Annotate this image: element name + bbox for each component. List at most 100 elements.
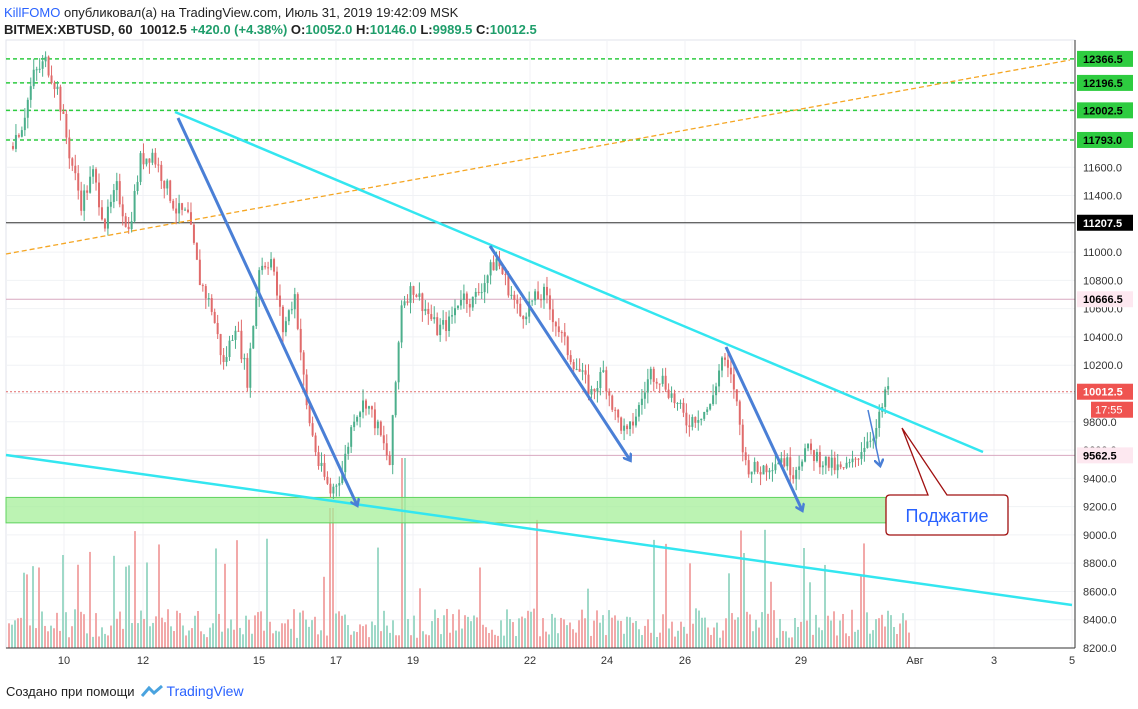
candle-body <box>812 450 815 461</box>
candle-body <box>442 320 445 325</box>
volume-bar <box>818 627 820 648</box>
volume-bar <box>716 622 718 648</box>
candle-body <box>792 475 795 480</box>
candle-body <box>614 409 617 411</box>
y-tick-label: 9400.0 <box>1083 473 1117 485</box>
candle-body <box>273 259 276 272</box>
h-value: 10146.0 <box>369 22 417 37</box>
price-label-text: 10012.5 <box>1083 387 1123 399</box>
volume-bar <box>113 555 115 648</box>
candle-body <box>418 293 421 297</box>
volume-bar <box>797 626 799 648</box>
candle-body <box>136 181 139 191</box>
volume-bar <box>197 610 199 648</box>
candle-body <box>219 334 222 356</box>
candle-body <box>160 164 163 181</box>
candle-body <box>765 465 768 473</box>
x-tick-label: 19 <box>407 655 419 667</box>
candle-body <box>95 169 98 183</box>
candle-body <box>151 152 154 163</box>
candle-body <box>65 113 68 138</box>
volume-bar <box>413 615 415 648</box>
volume-bar <box>842 613 844 648</box>
volume-bar <box>728 573 730 648</box>
candle-body <box>92 169 95 177</box>
y-tick-label: 9800.0 <box>1083 417 1117 429</box>
candle-body <box>267 267 270 269</box>
volume-bar <box>230 619 232 648</box>
volume-bar <box>785 631 787 648</box>
candle-body <box>744 452 747 461</box>
volume-bar <box>704 617 706 648</box>
volume-bar <box>260 611 262 648</box>
candle-body <box>264 265 267 268</box>
candle-body <box>427 308 430 315</box>
volume-bar <box>878 618 880 648</box>
o-value: 10052.0 <box>305 22 353 37</box>
volume-bar <box>146 562 148 648</box>
volume-bar <box>458 609 460 648</box>
candle-body <box>178 203 181 214</box>
price-label-text: 10666.5 <box>1083 294 1123 306</box>
candle-body <box>261 265 264 271</box>
candle-body <box>643 392 646 399</box>
volume-bar <box>626 616 628 648</box>
volume-bar <box>104 633 106 648</box>
candle-body <box>504 274 507 276</box>
candle-body <box>83 190 86 211</box>
tradingview-brand[interactable]: TradingView <box>166 683 244 699</box>
volume-bar <box>680 621 682 648</box>
volume-bar <box>737 617 739 648</box>
candle-body <box>783 458 786 467</box>
volume-bar <box>500 620 502 648</box>
volume-bar <box>272 633 274 648</box>
volume-bar <box>554 617 556 648</box>
candle-body <box>184 209 187 211</box>
volume-bar <box>284 623 286 648</box>
trend-drawings <box>5 59 1073 607</box>
candle-body <box>100 207 103 220</box>
volume-bar <box>476 617 478 648</box>
candle-body <box>531 300 534 302</box>
lower-trendline <box>5 453 1073 607</box>
volume-bar <box>425 634 427 648</box>
volume-bar <box>80 611 82 648</box>
candle-body <box>836 464 839 471</box>
candle-body <box>148 158 151 163</box>
candle-body <box>551 309 554 323</box>
volume-bar <box>71 626 73 648</box>
y-tick-label: 10200.0 <box>1083 360 1123 372</box>
volume-bar <box>167 609 169 648</box>
volume-bar <box>683 626 685 648</box>
volume-bar <box>248 619 250 648</box>
candle-body <box>142 153 145 165</box>
volume-bar <box>74 609 76 648</box>
volume-bar <box>395 635 397 648</box>
candle-body <box>284 321 287 333</box>
candle-body <box>106 206 109 229</box>
candle-body <box>679 402 682 404</box>
volume-bar <box>725 618 727 648</box>
volume-bar <box>668 628 670 648</box>
price-label-box <box>1077 291 1133 308</box>
candle-body <box>560 332 563 334</box>
volume-bar <box>11 624 13 648</box>
candle-body <box>821 465 824 468</box>
volume-bar <box>698 610 700 648</box>
candle-body <box>492 262 495 271</box>
volume-bar <box>353 631 355 648</box>
volume-bar <box>359 624 361 648</box>
volume-bar <box>761 612 763 648</box>
volume-bar <box>875 619 877 648</box>
candle-body <box>827 456 830 468</box>
volume-bar <box>773 610 775 648</box>
volume-bar <box>23 572 25 648</box>
author-link[interactable]: KillFOMO <box>4 5 61 20</box>
candle-body <box>415 294 418 297</box>
last-price: 10012.5 <box>139 22 187 37</box>
candle-body <box>626 425 629 430</box>
candle-body <box>602 370 605 372</box>
volume-bar <box>671 621 673 648</box>
candle-body <box>617 409 620 418</box>
